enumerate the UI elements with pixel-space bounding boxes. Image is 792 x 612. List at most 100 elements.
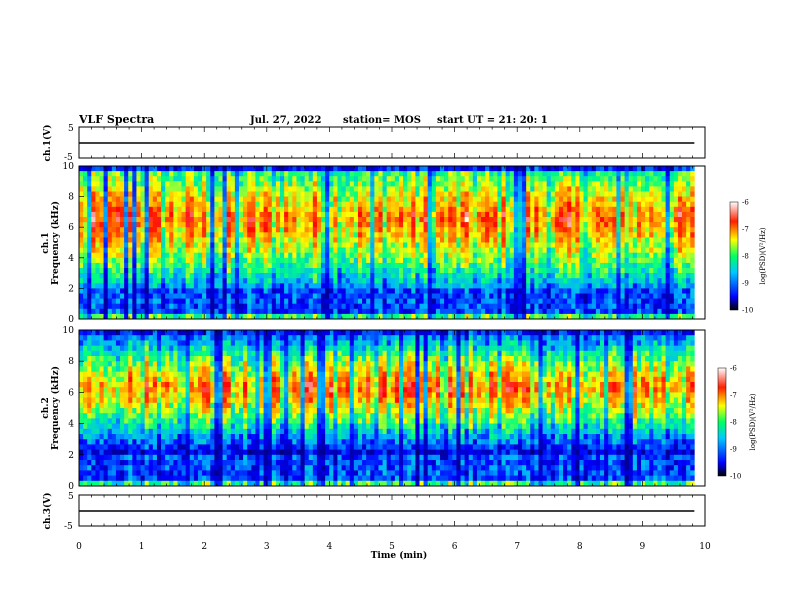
spectrogram-cell	[386, 166, 392, 172]
spectrogram-cell	[415, 293, 420, 299]
spectrogram-cell	[653, 171, 658, 177]
spectrogram-cell	[501, 166, 506, 172]
spectrogram-cell	[292, 181, 297, 187]
spectrogram-cell	[423, 303, 428, 310]
spectrogram-cell	[79, 227, 84, 233]
spectrogram-cell	[349, 237, 355, 243]
spectrogram-cell	[99, 293, 104, 299]
spectrogram-cell	[325, 262, 330, 269]
spectrogram-cell	[165, 206, 170, 213]
spectrogram-cell	[526, 242, 531, 248]
spectrogram-cell	[206, 257, 211, 264]
spectrogram-cell	[546, 242, 552, 248]
spectrogram-cell	[226, 262, 232, 269]
spectrogram-cell	[620, 181, 625, 187]
spectrogram-cell	[563, 232, 568, 238]
spectrogram-cell	[165, 242, 170, 248]
spectrogram-cell	[83, 308, 88, 315]
spectrogram-cell	[682, 242, 687, 248]
spectrogram-cell	[394, 181, 400, 187]
spectrogram-cell	[534, 298, 539, 304]
spectrogram-cell	[665, 171, 671, 177]
spectrogram-cell	[312, 293, 318, 299]
spectrogram-cell	[91, 345, 96, 352]
spectrogram-cell	[312, 176, 318, 182]
spectrogram-cell	[522, 186, 527, 192]
spectrogram-cell	[210, 278, 215, 284]
spectrogram-cell	[398, 232, 404, 238]
spectrogram-cell	[374, 181, 379, 187]
spectrogram-cell	[333, 237, 338, 243]
spectrogram-cell	[267, 227, 273, 233]
spectrogram-cell	[493, 181, 498, 187]
spectrogram-cell	[107, 176, 113, 182]
spectrogram-cell	[263, 247, 269, 253]
spectrogram-cell	[575, 217, 580, 223]
spectrogram-cell	[214, 171, 219, 177]
spectrogram-cell	[657, 268, 662, 274]
spectrogram-cell	[448, 201, 453, 208]
spectrogram-cell	[333, 313, 338, 320]
spectrogram-cell	[263, 237, 269, 243]
spectrogram-cell	[238, 196, 244, 202]
spectrogram-cell	[489, 176, 494, 182]
spectrogram-cell	[591, 293, 597, 299]
spectrogram-cell	[665, 222, 671, 228]
spectrogram-cell	[91, 252, 96, 259]
spectrogram-cell	[312, 313, 318, 320]
spectrogram-cell	[472, 262, 478, 269]
spectrogram-cell	[337, 273, 342, 279]
spectrogram-cell	[79, 371, 84, 378]
spectrogram-cell	[304, 232, 310, 238]
spectrogram-cell	[489, 196, 494, 202]
spectrogram-cell	[665, 262, 671, 269]
spectrogram-cell	[526, 232, 531, 238]
spectrogram-cell	[575, 288, 580, 294]
spectrogram-cell	[649, 166, 654, 172]
spectrogram-cell	[558, 273, 564, 279]
spectrogram-cell	[329, 176, 334, 182]
spectrogram-cell	[300, 283, 305, 289]
spectrogram-cell	[653, 186, 658, 192]
spectrogram-cell	[243, 252, 248, 259]
spectrogram-cell	[91, 434, 96, 440]
spectrogram-cell	[79, 283, 84, 289]
spectrogram-cell	[669, 181, 675, 187]
spectrogram-cell	[563, 278, 568, 284]
spectrogram-cell	[202, 181, 207, 187]
spectrogram-cell	[263, 257, 269, 264]
spectrogram-cell	[657, 171, 662, 177]
spectrogram-cell	[280, 211, 285, 218]
spectrogram-cell	[472, 201, 478, 208]
spectrogram-cell	[509, 206, 515, 213]
spectrogram-cell	[103, 439, 109, 445]
spectrogram-cell	[682, 227, 687, 233]
spectrogram-cell	[382, 206, 387, 213]
spectrogram-cell	[460, 293, 465, 299]
spectrogram-cell	[95, 454, 100, 461]
spectrogram-cell	[583, 247, 588, 253]
spectrogram-cell	[103, 444, 109, 450]
spectrogram-cell	[677, 222, 683, 228]
spectrogram-cell	[600, 217, 605, 223]
spectrogram-cell	[587, 166, 593, 172]
spectrogram-cell	[345, 186, 351, 192]
spectrogram-cell	[288, 308, 293, 315]
spectrogram-cell	[665, 211, 671, 218]
spectrogram-cell	[661, 257, 666, 264]
spectrogram-cell	[156, 308, 162, 315]
spectrogram-cell	[83, 382, 88, 388]
spectrogram-cell	[357, 313, 363, 320]
spectrogram-cell	[189, 283, 195, 289]
spectrogram-cell	[440, 222, 445, 228]
spectrogram-cell	[677, 166, 683, 172]
spectrogram-cell	[485, 283, 490, 289]
spectrogram-cell	[128, 278, 133, 284]
spectrogram-cell	[341, 268, 346, 274]
spectrogram-cell	[173, 242, 178, 248]
spectrogram-cell	[595, 252, 601, 259]
spectrogram-cell	[542, 232, 547, 238]
spectrogram-cell	[427, 206, 433, 213]
spectrogram-cell	[341, 206, 346, 213]
spectrogram-cell	[423, 252, 428, 259]
